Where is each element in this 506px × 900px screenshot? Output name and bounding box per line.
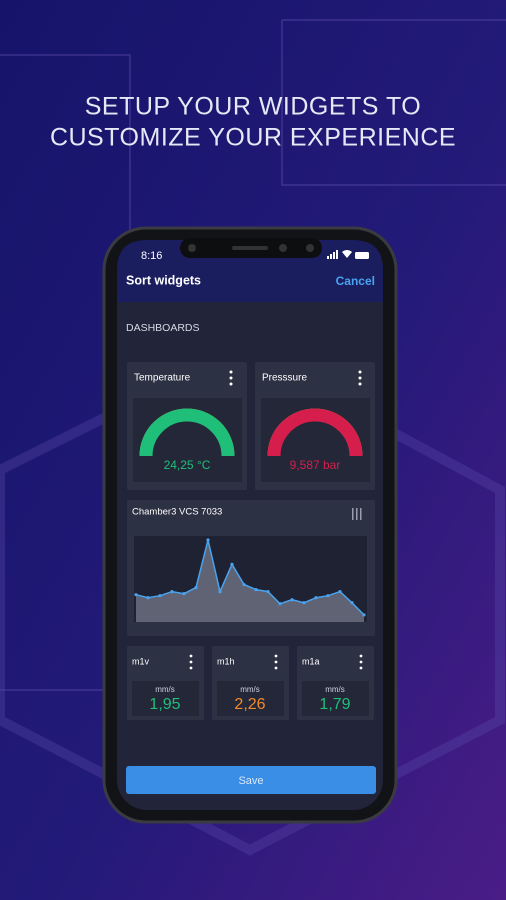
sensor <box>279 244 287 252</box>
menu-dot[interactable] <box>274 654 278 658</box>
save-label: Save <box>238 775 263 787</box>
gauge-arc <box>139 408 235 457</box>
menu-dot[interactable] <box>189 660 193 664</box>
chart-title: Chamber3 VCS 7033 <box>132 507 222 518</box>
cancel-button[interactable]: Cancel <box>336 274 375 288</box>
sensor-panel <box>132 681 199 716</box>
gauge-arc <box>267 408 363 457</box>
menu-dot[interactable] <box>189 666 193 670</box>
line-point <box>134 593 138 597</box>
section-label: DASHBOARDS <box>126 322 200 334</box>
sensor-name: m1a <box>302 656 320 666</box>
camera <box>188 244 196 252</box>
widget-title: Temperature <box>134 373 191 384</box>
sensor <box>306 244 314 252</box>
line-point <box>158 594 162 598</box>
line-point <box>278 602 282 606</box>
sensor-unit: mm/s <box>325 685 345 694</box>
line-point <box>218 590 222 594</box>
line-point <box>146 596 150 600</box>
line-area <box>136 540 364 622</box>
menu-icon[interactable] <box>229 370 233 386</box>
heading: CUSTOMIZE YOUR EXPERIENCE <box>50 124 456 152</box>
line-point <box>242 582 246 587</box>
sensor-panel <box>302 681 369 716</box>
sensor-value: 1,79 <box>319 696 350 713</box>
sensor-unit: mm/s <box>155 685 175 694</box>
speaker <box>232 246 268 250</box>
save-button[interactable] <box>126 766 376 794</box>
line-point <box>362 613 366 617</box>
gauge-value: 24,25 °C <box>164 458 211 472</box>
sensor-row: m1v mm/s 1,95 m1h mm/s 2,26 m1a mm/s 1,79 <box>127 646 374 720</box>
line <box>135 539 365 616</box>
widget-title: Presssure <box>262 373 307 384</box>
line-point <box>194 585 198 590</box>
line-point <box>170 590 174 594</box>
heading: SETUP YOUR WIDGETS TO <box>85 93 422 121</box>
line-point <box>350 601 354 605</box>
line-point <box>230 562 234 566</box>
line-point <box>266 590 270 594</box>
sensor-value: 2,26 <box>234 696 265 713</box>
header-title: Sort widgets <box>126 273 201 287</box>
menu-dot[interactable] <box>359 660 363 664</box>
line-point <box>182 592 186 596</box>
sensor-name: m1h <box>217 656 235 666</box>
gauge-value: 9,587 bar <box>290 458 341 472</box>
drag-handle[interactable] <box>352 508 362 520</box>
line-point <box>302 601 306 605</box>
line-point <box>290 598 294 602</box>
menu-dot[interactable] <box>274 660 278 664</box>
menu-dot[interactable] <box>359 666 363 670</box>
sensor-panel <box>217 681 284 716</box>
line-point <box>326 594 330 598</box>
menu-dot[interactable] <box>189 654 193 658</box>
sensor-unit: mm/s <box>240 685 260 694</box>
menu-dot[interactable] <box>274 666 278 670</box>
menu-dot[interactable] <box>359 654 363 658</box>
line-chart <box>134 538 366 622</box>
line-point <box>254 588 258 592</box>
line-point <box>314 596 318 600</box>
status-time: 8:16 <box>141 250 162 262</box>
sensor-name: m1v <box>132 656 150 666</box>
line-point <box>338 590 342 594</box>
status-icons <box>327 250 369 259</box>
sensor-value: 1,95 <box>149 696 180 713</box>
line-point <box>206 538 210 542</box>
menu-icon[interactable] <box>358 370 362 386</box>
